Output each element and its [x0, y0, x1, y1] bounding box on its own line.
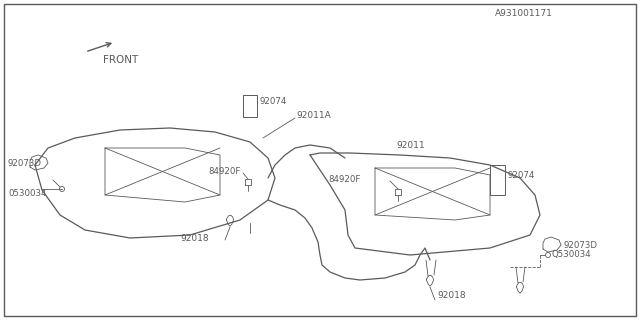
Text: 92011A: 92011A	[296, 111, 331, 121]
Text: 84920F: 84920F	[328, 174, 360, 183]
Text: FRONT: FRONT	[103, 55, 138, 65]
Text: 92011: 92011	[396, 140, 424, 149]
Text: 92074: 92074	[507, 171, 534, 180]
Text: 92074: 92074	[259, 98, 286, 107]
Text: Q530034: Q530034	[551, 251, 591, 260]
Text: 92018: 92018	[437, 291, 466, 300]
Text: A931001171: A931001171	[495, 10, 553, 19]
Text: 0530034: 0530034	[8, 188, 47, 197]
Text: 92018: 92018	[180, 234, 209, 243]
Text: 84920F: 84920F	[208, 166, 241, 175]
Text: 92073D: 92073D	[8, 158, 42, 167]
Bar	[490, 165, 505, 195]
Bar	[243, 95, 257, 117]
Text: 92073D: 92073D	[563, 241, 597, 250]
